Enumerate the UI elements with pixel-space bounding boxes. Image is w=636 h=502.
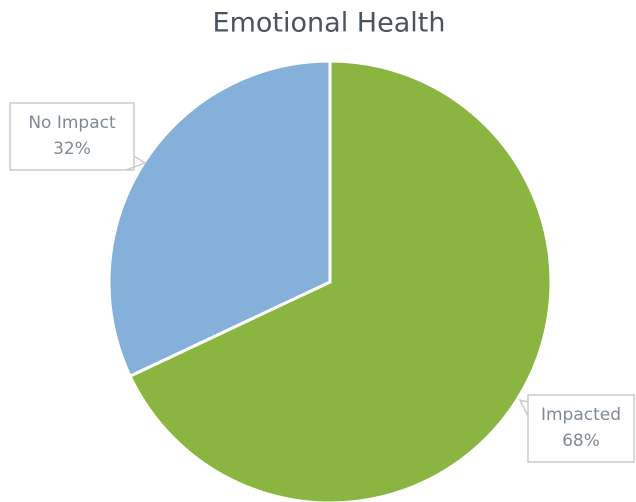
label-callout — [518, 394, 635, 463]
category-label: Impacted — [541, 405, 621, 425]
value-label: 32% — [53, 139, 91, 159]
chart-title: Emotional Health — [213, 8, 446, 39]
pie-slice — [128, 59, 553, 502]
label-callout — [9, 102, 147, 171]
category-label: No Impact — [28, 113, 116, 133]
value-label: 68% — [562, 431, 600, 451]
